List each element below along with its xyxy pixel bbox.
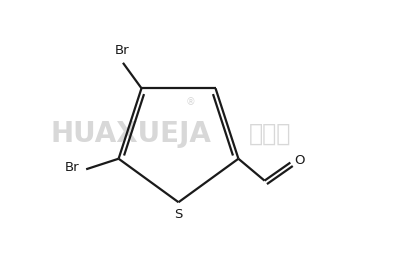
Text: 化学加: 化学加 <box>249 122 291 146</box>
Text: ®: ® <box>186 98 195 107</box>
Text: S: S <box>174 207 183 221</box>
Text: O: O <box>294 154 305 167</box>
Text: Br: Br <box>114 44 129 57</box>
Text: HUAXUEJA: HUAXUEJA <box>51 120 212 148</box>
Text: Br: Br <box>64 161 79 174</box>
